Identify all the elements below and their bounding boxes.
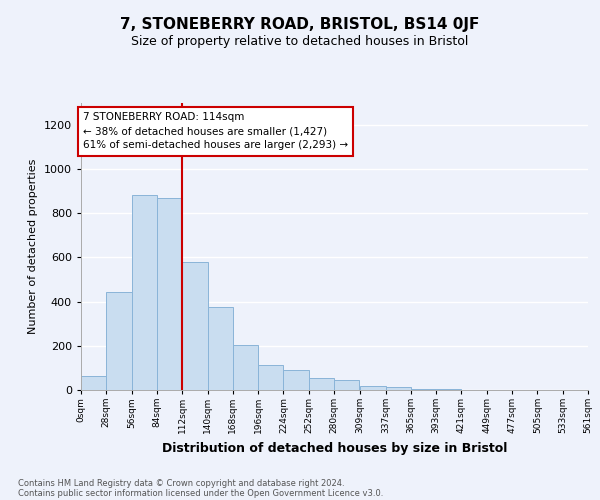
Text: Size of property relative to detached houses in Bristol: Size of property relative to detached ho… xyxy=(131,35,469,48)
Y-axis label: Number of detached properties: Number of detached properties xyxy=(28,158,38,334)
Bar xyxy=(309,378,334,390)
Bar xyxy=(258,364,283,390)
Bar xyxy=(283,370,309,390)
Text: Contains HM Land Registry data © Crown copyright and database right 2024.: Contains HM Land Registry data © Crown c… xyxy=(18,478,344,488)
Bar xyxy=(386,386,411,390)
Bar xyxy=(131,196,157,390)
Bar xyxy=(334,380,359,390)
Bar xyxy=(81,376,106,390)
Bar xyxy=(106,292,131,390)
Text: 7, STONEBERRY ROAD, BRISTOL, BS14 0JF: 7, STONEBERRY ROAD, BRISTOL, BS14 0JF xyxy=(121,18,479,32)
Text: Contains public sector information licensed under the Open Government Licence v3: Contains public sector information licen… xyxy=(18,488,383,498)
Text: 7 STONEBERRY ROAD: 114sqm
← 38% of detached houses are smaller (1,427)
61% of se: 7 STONEBERRY ROAD: 114sqm ← 38% of detac… xyxy=(83,112,348,150)
X-axis label: Distribution of detached houses by size in Bristol: Distribution of detached houses by size … xyxy=(162,442,507,454)
Bar xyxy=(157,198,182,390)
Bar xyxy=(436,389,461,390)
Bar xyxy=(411,389,436,390)
Bar xyxy=(360,386,386,390)
Bar xyxy=(208,307,233,390)
Bar xyxy=(182,262,208,390)
Bar xyxy=(233,344,258,390)
